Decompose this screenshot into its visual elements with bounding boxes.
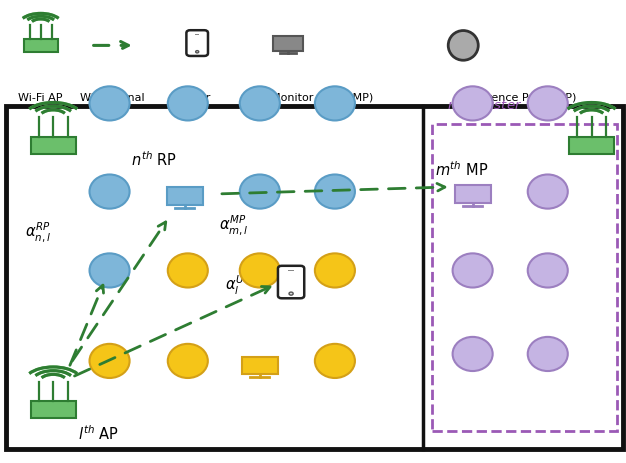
Bar [31,138,76,154]
Text: $\alpha^{RP}_{n,l}$: $\alpha^{RP}_{n,l}$ [25,219,51,244]
Ellipse shape [528,87,568,121]
Ellipse shape [453,87,493,121]
Ellipse shape [240,254,280,288]
Text: $n^{th}$ RP: $n^{th}$ RP [131,150,178,169]
Ellipse shape [528,175,568,209]
Bar [6,106,623,449]
Ellipse shape [240,87,280,121]
Ellipse shape [168,87,208,121]
Ellipse shape [315,87,355,121]
FancyBboxPatch shape [278,266,304,299]
Bar [273,37,303,51]
Ellipse shape [168,344,208,378]
Text: $l^{th}$ AP: $l^{th}$ AP [78,424,120,442]
Text: Wi-Fi AP: Wi-Fi AP [18,93,63,103]
Text: Wi-Fi Signal: Wi-Fi Signal [80,93,145,103]
Text: User: User [185,93,210,103]
Bar [432,125,617,431]
Text: Monitor Point (MP): Monitor Point (MP) [271,93,374,103]
Bar [242,357,278,375]
Ellipse shape [528,254,568,288]
Ellipse shape [315,175,355,209]
Ellipse shape [240,175,280,209]
Ellipse shape [453,254,493,288]
Ellipse shape [528,337,568,371]
Text: $m^{th}$ cluster: $m^{th}$ cluster [448,97,523,113]
Ellipse shape [90,254,130,288]
Text: $\alpha^{MP}_{m,l}$: $\alpha^{MP}_{m,l}$ [219,213,249,237]
Ellipse shape [448,31,478,61]
Bar [31,401,76,418]
Ellipse shape [168,254,208,288]
Ellipse shape [315,254,355,288]
Bar [569,138,614,154]
Ellipse shape [453,337,493,371]
FancyBboxPatch shape [187,31,208,57]
Text: $m^{th}$ MP: $m^{th}$ MP [435,160,488,178]
Bar [24,40,58,52]
Ellipse shape [90,87,130,121]
Ellipse shape [90,344,130,378]
Text: $\alpha^{U}_{l}$: $\alpha^{U}_{l}$ [225,273,245,296]
Ellipse shape [90,175,130,209]
Bar [195,35,199,36]
Bar [454,186,491,203]
Ellipse shape [196,51,198,54]
Text: Reference Point (RP): Reference Point (RP) [463,93,577,103]
Bar [167,188,203,206]
Ellipse shape [289,293,293,295]
Bar [288,270,294,272]
Ellipse shape [315,344,355,378]
